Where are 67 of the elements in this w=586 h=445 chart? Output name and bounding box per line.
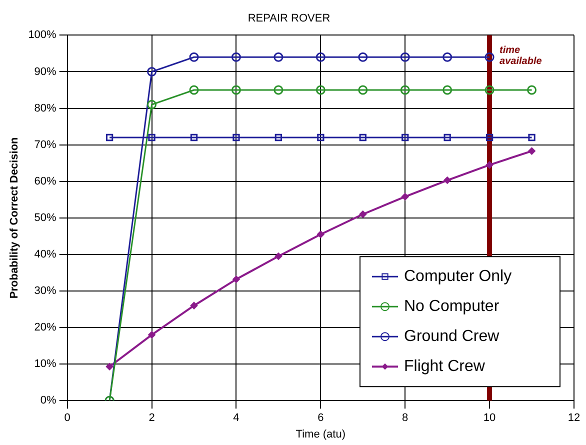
y-tick-label: 30% [34,285,57,298]
y-tick-label: 40% [34,248,57,260]
y-tick-label: 100% [28,29,57,42]
point [528,148,536,155]
point [400,85,410,95]
point [106,134,114,142]
point [274,52,284,62]
point [442,52,452,62]
y-axis-title: Probability of Correct Decision [8,136,21,299]
x-tick-label: 6 [318,412,324,424]
point [484,52,494,62]
legend-label: Computer Only [404,268,512,286]
legend-label: No Computer [404,298,500,316]
point [402,193,409,200]
point [189,85,199,95]
chart-title: REPAIR ROVER [248,12,330,25]
point [444,176,451,184]
point [358,85,368,95]
point [486,161,494,168]
point [484,85,494,95]
point [402,134,409,142]
point [358,52,368,62]
y-tick-label: 90% [34,66,57,78]
point [317,230,324,238]
point [528,134,536,142]
y-tick-label: 0% [40,394,57,407]
y-tick-label: 50% [34,212,57,224]
point [148,134,156,142]
point [317,134,324,142]
point [232,276,240,283]
x-tick-label: 12 [568,412,580,424]
point [359,210,366,218]
legend-label: Ground Crew [404,328,500,346]
y-tick-label: 20% [34,322,57,334]
point [190,134,198,142]
x-tick-label: 2 [148,412,155,424]
y-tick-label: 60% [34,175,57,188]
point [232,134,240,142]
point [274,134,282,142]
x-axis-title: Time (atu) [296,428,346,440]
point [442,85,452,95]
legend-label: Flight Crew [404,358,486,376]
point [147,66,157,76]
x-tick-label: 0 [64,412,70,424]
y-tick-label: 70% [34,138,57,151]
point [231,52,241,62]
ref-line-label: time available [500,44,542,67]
point [316,85,326,95]
point [274,85,284,95]
point [189,52,199,62]
y-tick-label: 10% [34,358,57,370]
point [486,134,494,142]
point [527,85,537,95]
point [316,52,326,62]
point [231,85,241,95]
x-tick-label: 10 [483,412,496,424]
point [400,52,410,62]
point [274,252,282,260]
point [106,363,114,370]
y-tick-label: 80% [34,102,57,114]
point [190,302,198,310]
x-tick-label: 4 [233,412,240,424]
point [444,134,451,142]
point [359,134,366,142]
x-tick-label: 8 [402,412,408,424]
point [148,331,156,338]
point [147,100,157,110]
